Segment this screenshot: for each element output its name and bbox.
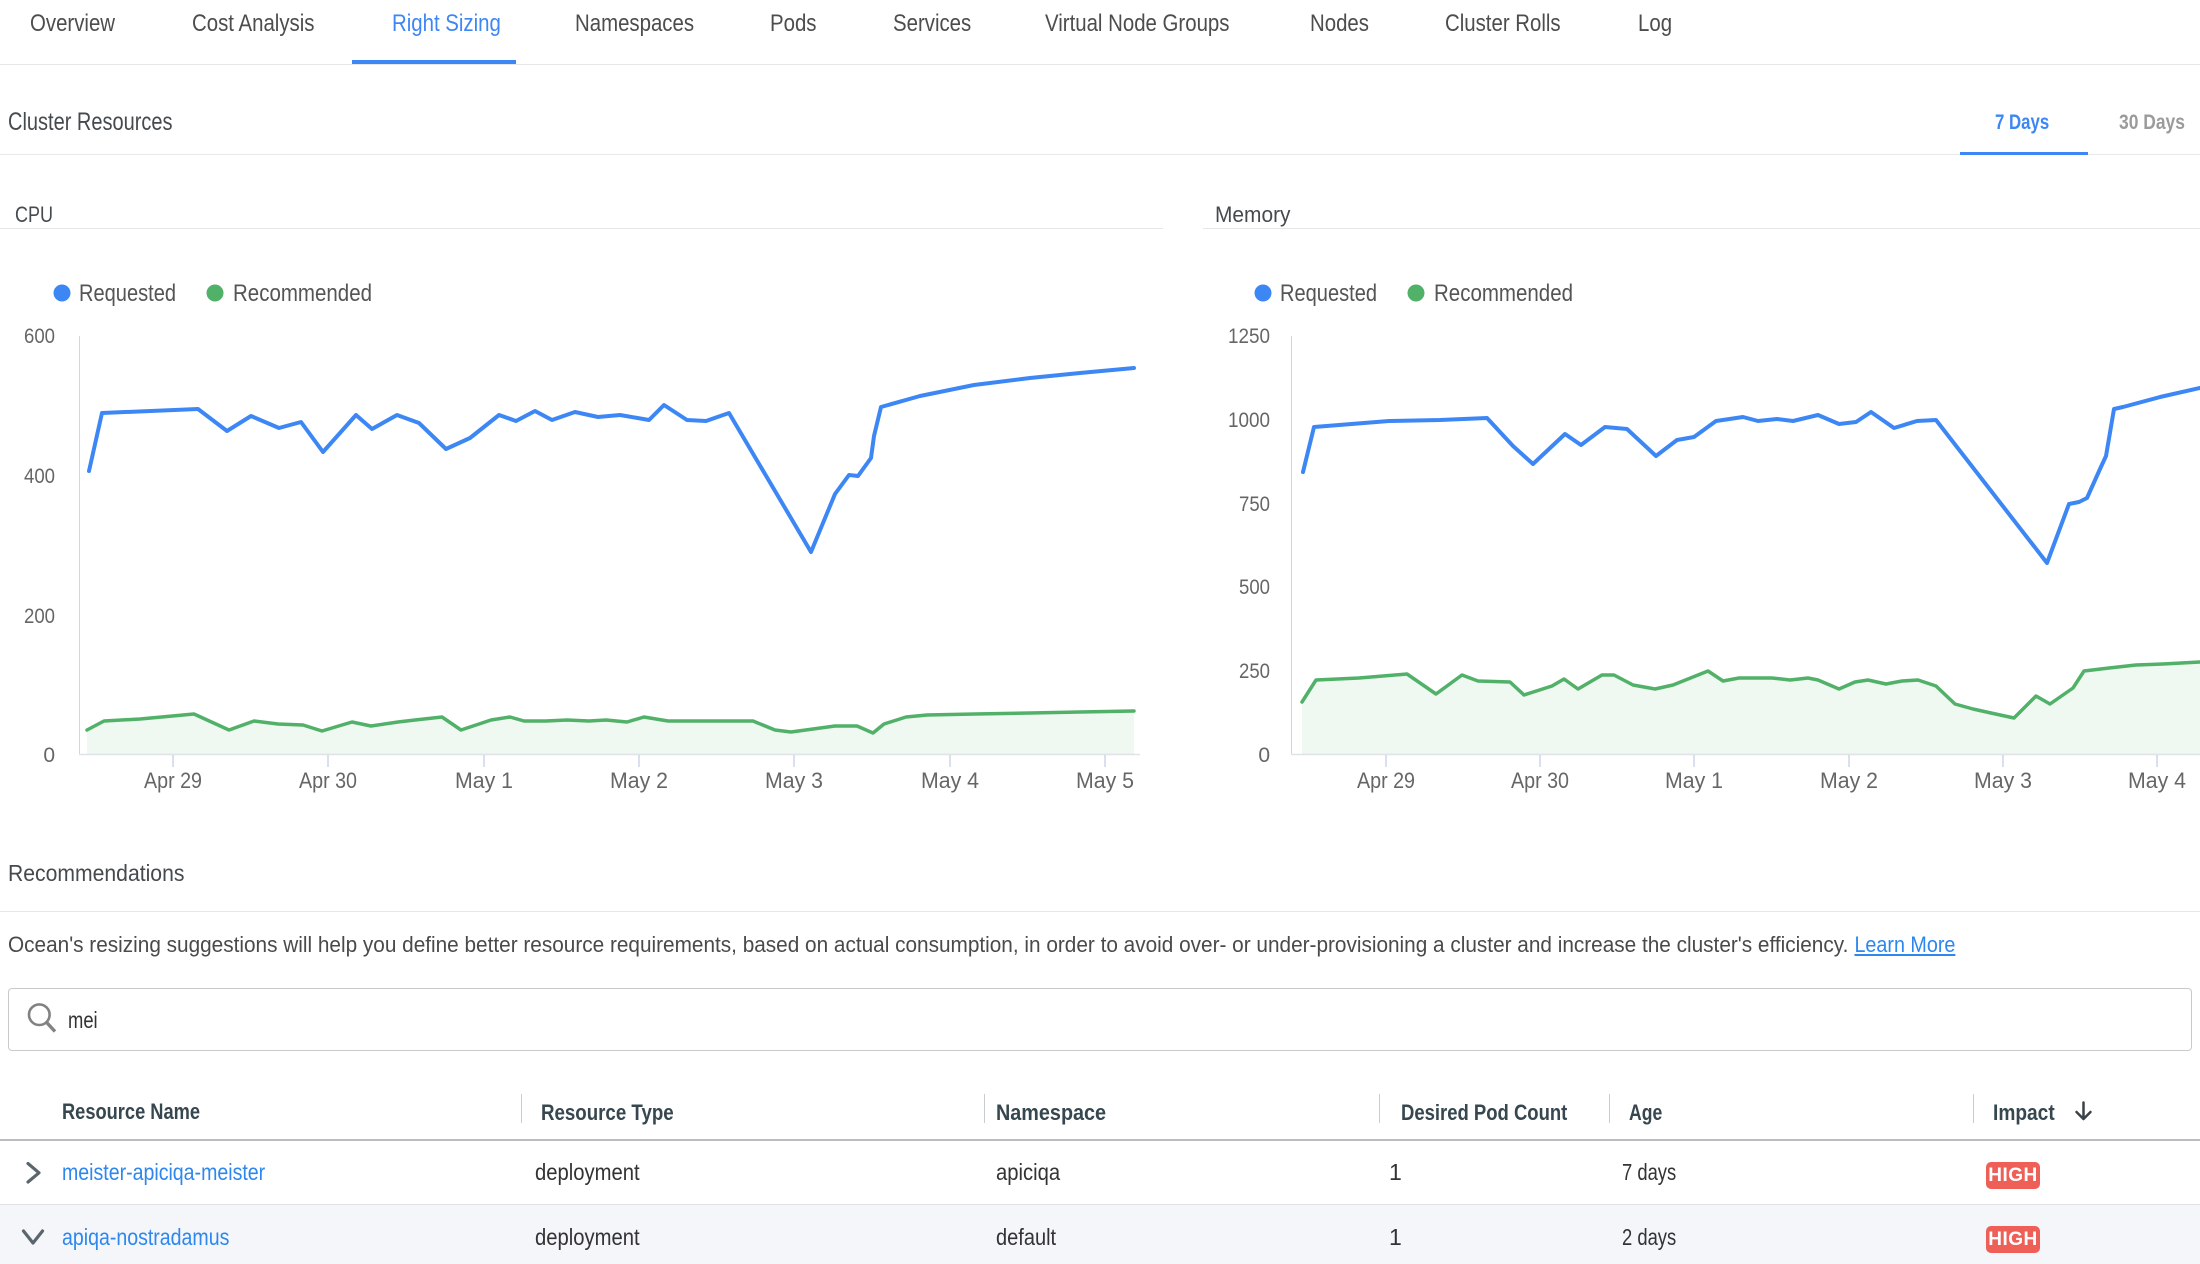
svg-text:Apr 30: Apr 30 [1511,768,1569,793]
svg-text:750: 750 [1239,493,1270,516]
svg-text:Apr 29: Apr 29 [1357,768,1415,793]
svg-text:May 2: May 2 [610,768,668,793]
svg-text:Recommended: Recommended [233,280,372,307]
svg-text:600: 600 [24,325,55,348]
svg-text:Apr 29: Apr 29 [144,768,202,793]
svg-text:400: 400 [24,465,55,488]
svg-text:May 5: May 5 [1076,768,1134,793]
svg-text:Requested: Requested [79,280,176,307]
svg-text:1250: 1250 [1228,325,1270,348]
svg-text:0: 0 [1258,744,1270,767]
svg-text:May 3: May 3 [1974,768,2032,793]
svg-text:1000: 1000 [1228,409,1270,432]
svg-text:May 2: May 2 [1820,768,1878,793]
svg-text:May 4: May 4 [2128,768,2186,793]
svg-text:200: 200 [24,605,55,628]
svg-text:500: 500 [1239,576,1270,599]
svg-text:Recommended: Recommended [1434,280,1573,307]
svg-text:Apr 30: Apr 30 [299,768,357,793]
svg-text:0: 0 [43,744,55,767]
svg-text:May 4: May 4 [921,768,979,793]
svg-text:May 3: May 3 [765,768,823,793]
svg-text:May 1: May 1 [1665,768,1723,793]
svg-text:250: 250 [1239,660,1270,683]
svg-text:May 1: May 1 [455,768,513,793]
svg-text:Requested: Requested [1280,280,1377,307]
